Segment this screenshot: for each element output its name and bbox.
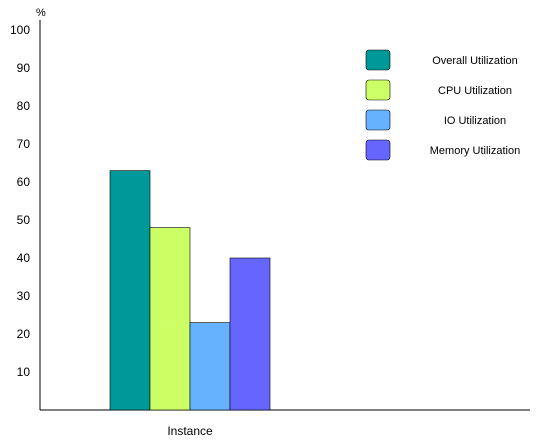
bars-group: [109, 170, 271, 411]
legend-swatch: [365, 109, 391, 131]
y-tick-label: 20: [17, 327, 31, 341]
y-tick-label: 70: [17, 137, 31, 151]
bar: [189, 322, 231, 411]
x-category-label: Instance: [167, 424, 213, 438]
y-axis-unit-label: %: [36, 7, 46, 19]
bar: [149, 227, 191, 411]
y-tick-label: 90: [17, 61, 31, 75]
legend-swatch: [365, 139, 391, 161]
y-axis-tick-labels: 100 90 80 70 60 50 40 30 20 10: [10, 23, 30, 379]
legend-label: IO Utilization: [444, 115, 506, 127]
y-tick-label: 50: [17, 213, 31, 227]
x-axis-category-labels: Instance: [167, 424, 213, 438]
y-tick-label: 80: [17, 99, 31, 113]
legend-label: Memory Utilization: [430, 145, 520, 157]
y-tick-label: 30: [17, 289, 31, 303]
y-tick-label: 60: [17, 175, 31, 189]
y-tick-label: 10: [17, 365, 31, 379]
bar: [229, 257, 271, 411]
legend-swatch: [365, 79, 391, 101]
legend-label: Overall Utilization: [432, 55, 518, 67]
bar: [109, 170, 151, 411]
legend-label: CPU Utilization: [438, 85, 512, 97]
legend-swatch: [365, 49, 391, 71]
y-tick-label: 100: [10, 23, 30, 37]
y-tick-label: 40: [17, 251, 31, 265]
legend: Overall Utilization CPU Utilization IO Uti…: [365, 49, 520, 161]
